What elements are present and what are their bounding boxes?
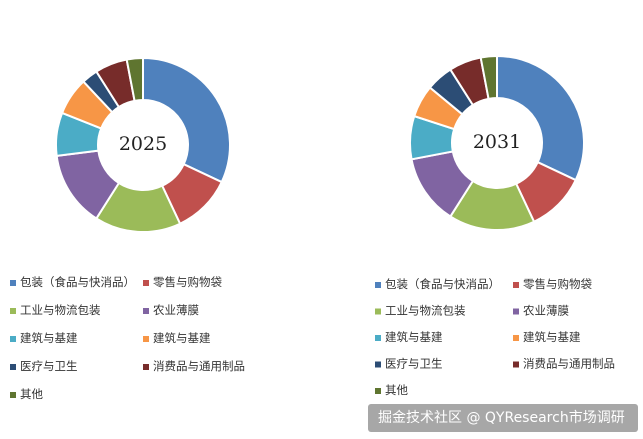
- legend-label: 包装（食品与快消品）: [20, 275, 135, 289]
- donut-slice: [142, 56, 231, 184]
- legend-label: 零售与购物袋: [523, 277, 592, 291]
- legend-label: 建筑与基建: [385, 330, 443, 344]
- legend-label: 其他: [385, 383, 408, 397]
- legend-swatch: [513, 361, 519, 368]
- legend-swatch: [143, 308, 149, 314]
- legend-swatch: [513, 335, 519, 341]
- legend-swatch: [513, 308, 519, 315]
- legend-label: 建筑与基建: [153, 331, 211, 345]
- legend-label: 医疗与卫生: [385, 357, 443, 371]
- legend-label: 零售与购物袋: [153, 275, 222, 289]
- legend-swatch: [143, 364, 149, 370]
- legend-label: 建筑与基建: [20, 331, 78, 345]
- legend-swatch: [10, 364, 16, 370]
- legend-swatch: [10, 392, 16, 398]
- legend-swatch: [513, 282, 519, 288]
- watermark-bg: [368, 404, 638, 432]
- legend-swatch: [375, 388, 381, 394]
- legend-label: 工业与物流包装: [20, 303, 101, 317]
- legend-swatch: [375, 308, 381, 315]
- legend-label: 消费品与通用制品: [153, 359, 245, 373]
- donut-slice: [496, 54, 585, 182]
- center-label: 2031: [473, 131, 521, 153]
- legend-swatch: [10, 336, 16, 342]
- legend-label: 消费品与通用制品: [523, 357, 615, 371]
- legend-swatch: [143, 280, 149, 286]
- donut-slice: [479, 54, 498, 100]
- legend-swatch: [375, 282, 381, 288]
- center-label: 2025: [119, 133, 167, 155]
- legend-swatch: [10, 308, 16, 314]
- legend-swatch: [375, 335, 381, 341]
- legend-swatch: [375, 361, 381, 368]
- legend-label: 包装（食品与快消品）: [385, 277, 500, 291]
- legend-swatch: [10, 280, 16, 286]
- legend-label: 其他: [20, 387, 43, 401]
- legend-label: 建筑与基建: [523, 330, 581, 344]
- legend-label: 农业薄膜: [153, 303, 199, 317]
- legend-label: 工业与物流包装: [385, 304, 466, 318]
- legend-label: 医疗与卫生: [20, 359, 78, 373]
- legend-label: 农业薄膜: [523, 304, 569, 318]
- watermark: 掘金技术社区 @ QYResearch市场调研: [378, 409, 625, 426]
- legend-swatch: [143, 336, 149, 342]
- donut-slice: [125, 56, 144, 102]
